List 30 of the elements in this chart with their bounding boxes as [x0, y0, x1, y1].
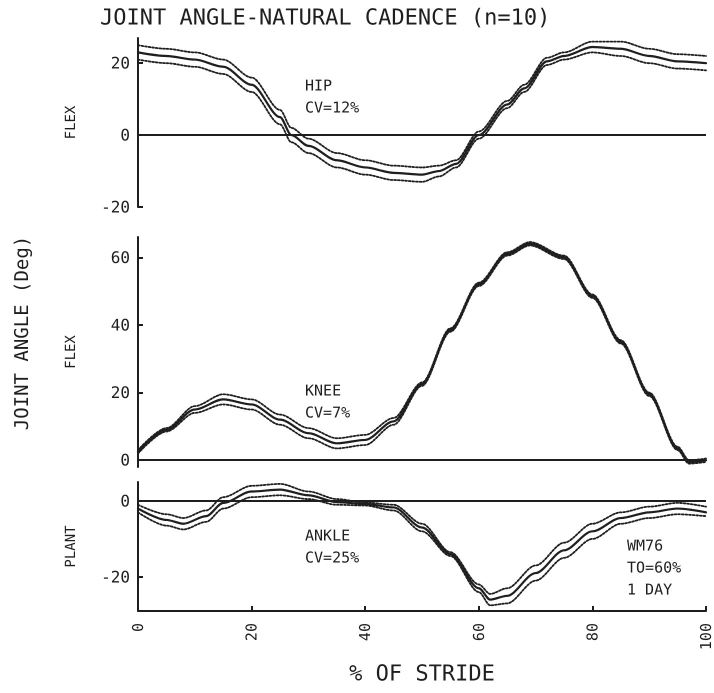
annotation: 1 DAY — [627, 580, 672, 598]
annotation: TO=60% — [627, 558, 682, 576]
x-tick-label: 80 — [583, 623, 602, 642]
annotation: HIP — [305, 76, 332, 94]
y-axis-title: PLANT — [63, 524, 79, 568]
annotation: KNEE — [305, 382, 342, 400]
x-tick-label: 40 — [356, 623, 374, 642]
annotation: CV=7% — [305, 404, 350, 422]
y-tick-label: 0 — [120, 450, 130, 470]
y-tick-label: 20 — [110, 54, 130, 73]
text: JOINT ANGLE (Deg) — [11, 236, 33, 430]
y-tick-label: 20 — [110, 383, 130, 402]
x-tick-label: 100 — [697, 623, 714, 650]
annotation: WM76 — [627, 536, 664, 554]
annotation: CV=12% — [305, 98, 360, 116]
y-tick-label: 60 — [110, 248, 130, 267]
y-tick-label: -20 — [101, 198, 130, 216]
y-tick-label: 40 — [110, 315, 130, 334]
chart-title: JOINT ANGLE-NATURAL CADENCE (n=10) — [100, 6, 550, 30]
y-axis-title: FLEX — [63, 334, 79, 369]
x-tick-label: 20 — [242, 623, 261, 642]
y-tick-label: 0 — [120, 126, 130, 145]
y-tick-label: 0 — [120, 491, 130, 510]
annotation: CV=25% — [305, 548, 360, 566]
x-axis-title: % OF STRIDE — [349, 662, 495, 686]
x-tick-label: 60 — [470, 623, 488, 642]
y-axis-title: FLEX — [63, 105, 79, 140]
y-tick-label: -20 — [101, 567, 130, 586]
annotation: ANKLE — [305, 526, 350, 544]
x-tick-label: 0 — [129, 623, 147, 632]
